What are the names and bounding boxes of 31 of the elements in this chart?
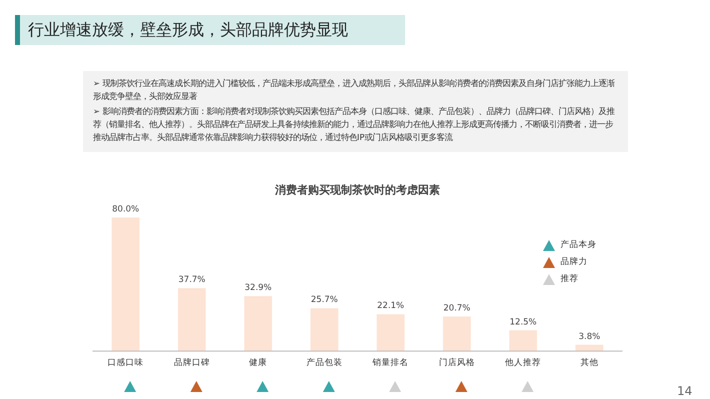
bar xyxy=(509,330,538,352)
data-label: 37.7% xyxy=(178,275,206,286)
x-tick-label: 其他 xyxy=(580,356,598,368)
bar xyxy=(310,308,338,352)
x-tick-label: 门店风格 xyxy=(438,356,475,368)
data-label: 32.9% xyxy=(244,283,272,294)
x-tick-label: 产品包装 xyxy=(306,356,342,368)
data-label: 12.5% xyxy=(510,317,537,328)
x-tick-label: 他人推荐 xyxy=(505,356,542,368)
data-label: 80.0% xyxy=(112,204,140,215)
data-label: 20.7% xyxy=(443,304,470,314)
bar xyxy=(112,218,140,352)
x-tick-label: 品牌口碑 xyxy=(174,356,210,368)
annotation: 推荐 xyxy=(560,273,580,286)
text: ➢ 影响消费者的消费因素方面：影响消费者对现制茶饮购买因素包括产品本身（口感口味、健康、产品包装）、品牌力（品牌口碑、门店风格）及推荐（销量排名、他人推荐）。头部品牌在产品研发上具备持续推新的能力，通过品牌影响力在他人推荐上形成更高传播力，不断吸引消费者，进一步推动品牌市占率。头部品牌通常依靠品牌影响力获得较好的场位，通过特色IP或门店风格吸引更多客流 xyxy=(93,105,616,144)
x-tick-label: 口感口味 xyxy=(108,356,144,368)
annotation: 产品本身 xyxy=(560,239,597,252)
chart-title: 行业增速放缓，壁垒形成，头部品牌优势显现 xyxy=(15,15,405,45)
annotation: 品牌力 xyxy=(560,256,589,269)
data-label: 22.1% xyxy=(377,301,404,312)
data-label: 25.7% xyxy=(310,295,338,306)
text: 14 xyxy=(677,383,692,399)
x-tick-label: 健康 xyxy=(249,356,268,368)
text: ➢ 现制茶饮行业在高速成长期的进入门槛较低，产品端未形成高壁垒，进入成熟期后，头部品牌从影响消费者的消费因素及自身门店扩张能力上逐渐形成竞争壁垒，头部效应显著 xyxy=(93,77,616,103)
bar xyxy=(376,314,405,352)
chart-subtitle: 消费者购买现制茶饮时的考虑因素 xyxy=(274,184,440,196)
bar xyxy=(178,288,206,352)
data-label: 3.8% xyxy=(578,332,600,342)
bar xyxy=(244,296,272,352)
bar xyxy=(442,316,471,352)
x-tick-label: 销量排名 xyxy=(372,356,409,368)
